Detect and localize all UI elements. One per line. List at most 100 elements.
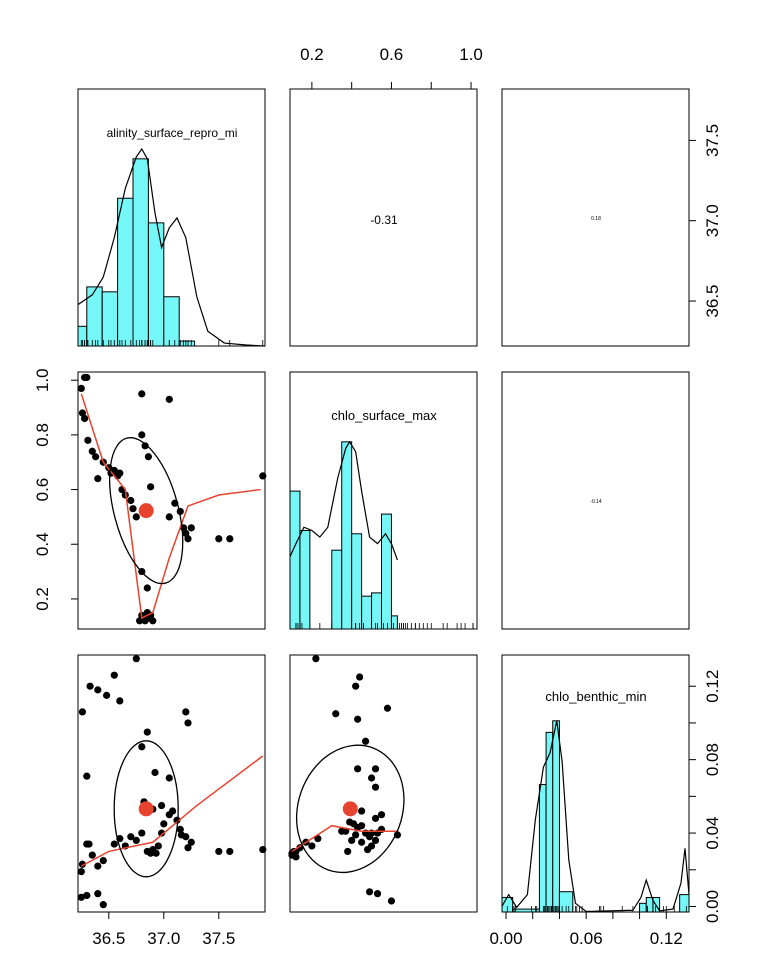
point-ben-sal-39 <box>110 671 118 679</box>
tick-label-top-surf-2: 1.0 <box>459 45 483 64</box>
diag-label-2: chlo_benthic_min <box>545 689 646 704</box>
tick-label-left-surf-4: 1.0 <box>33 368 52 392</box>
hist-bar-1-1 <box>299 530 311 630</box>
tick-label-left-surf-2: 0.6 <box>33 478 52 502</box>
density-curve-0 <box>77 147 266 347</box>
mean-ben-surf <box>342 801 358 817</box>
hist-bar-1-5 <box>361 595 373 630</box>
point-ben-surf-35 <box>354 765 362 773</box>
point-surf-sal-23 <box>147 483 155 491</box>
point-ben-surf-42 <box>332 710 340 718</box>
point-ben-sal-0 <box>77 893 85 901</box>
point-ben-sal-33 <box>215 847 223 856</box>
point-ben-sal-2 <box>94 890 102 898</box>
point-ben-sal-24 <box>160 820 168 828</box>
point-surf-sal-21 <box>141 442 149 450</box>
point-ben-sal-44 <box>143 728 151 736</box>
point-ben-sal-45 <box>182 708 190 716</box>
point-ben-sal-9 <box>88 851 96 859</box>
point-surf-sal-40 <box>215 535 223 543</box>
point-ben-sal-11 <box>99 857 107 865</box>
point-ben-sal-41 <box>78 708 86 716</box>
point-surf-sal-6 <box>88 447 96 455</box>
point-ben-surf-30 <box>352 682 360 690</box>
point-surf-sal-20 <box>138 431 146 439</box>
hist-bar-1-6 <box>371 592 383 630</box>
point-surf-sal-5 <box>84 436 92 444</box>
point-ben-surf-9 <box>348 836 356 845</box>
corr-label-1-2: -0.14 <box>590 499 602 505</box>
ellipse-surf-sal <box>109 437 184 585</box>
hist-bar-1-4 <box>351 533 363 630</box>
point-ben-sal-5 <box>78 860 86 868</box>
panel-1-0 <box>77 371 266 630</box>
point-surf-sal-41 <box>226 535 234 543</box>
point-ben-sal-30 <box>187 838 195 846</box>
point-ben-surf-8 <box>342 827 350 835</box>
point-ben-surf-39 <box>387 897 396 905</box>
point-ben-sal-23 <box>158 829 166 837</box>
point-surf-sal-39 <box>187 524 195 532</box>
point-surf-sal-8 <box>94 475 102 483</box>
density-curve-1 <box>289 440 398 561</box>
point-ben-sal-35 <box>259 845 267 854</box>
tick-label-left-surf-3: 0.8 <box>33 423 52 447</box>
point-ben-sal-21 <box>152 849 160 857</box>
point-ben-sal-1 <box>83 891 91 900</box>
panel-2-1 <box>289 654 478 913</box>
point-ben-surf-28 <box>312 655 320 663</box>
point-surf-sal-12 <box>110 466 118 475</box>
hist-bar-0-6 <box>163 296 180 347</box>
tick-label-bottom-sal-1: 37.0 <box>147 929 180 948</box>
density-curve-2 <box>501 720 690 913</box>
point-ben-surf-18 <box>377 811 386 819</box>
point-surf-sal-2 <box>83 373 91 382</box>
point-surf-sal-24 <box>138 390 146 398</box>
point-ben-sal-27 <box>173 816 181 824</box>
tick-label-bottom-ben-1: 0.06 <box>570 929 603 948</box>
point-ben-sal-26 <box>169 807 177 815</box>
tick-label-right-sal-0: 36.5 <box>703 284 722 317</box>
point-surf-sal-18 <box>129 505 137 513</box>
tick-label-bottom-ben-2: 0.12 <box>650 929 683 948</box>
tick-label-right-ben-2: 0.08 <box>703 743 722 776</box>
loess-ben-surf <box>291 824 398 853</box>
point-ben-surf-37 <box>365 888 374 896</box>
point-surf-sal-0 <box>77 384 85 393</box>
tick-label-right-ben-3: 0.12 <box>703 670 722 703</box>
point-ben-surf-33 <box>383 704 392 712</box>
ellipse-ben-surf <box>295 744 405 874</box>
point-ben-sal-40 <box>116 697 124 705</box>
hist-bar-0-4 <box>132 158 149 347</box>
tick-label-right-sal-2: 37.5 <box>703 124 722 157</box>
point-ben-sal-51 <box>158 801 166 810</box>
point-ben-sal-47 <box>151 768 159 777</box>
point-ben-sal-37 <box>94 686 102 694</box>
point-surf-sal-31 <box>149 617 157 625</box>
hist-bar-2-6 <box>639 902 647 913</box>
point-ben-surf-24 <box>358 838 366 846</box>
point-ben-surf-41 <box>358 807 366 815</box>
point-surf-sal-17 <box>127 496 135 505</box>
point-surf-sal-25 <box>165 395 173 403</box>
hist-bar-0-3 <box>117 197 134 347</box>
point-ben-surf-31 <box>354 715 362 723</box>
point-ben-sal-36 <box>86 682 94 690</box>
tick-label-right-ben-1: 0.04 <box>703 817 722 850</box>
point-ben-surf-14 <box>371 836 380 845</box>
point-ben-sal-10 <box>94 862 102 870</box>
point-ben-surf-36 <box>371 765 380 773</box>
panel-0-2 <box>501 88 690 347</box>
mean-ben-sal <box>138 801 154 817</box>
tick-label-bottom-ben-0: 0.00 <box>489 929 522 948</box>
tick-label-right-sal-1: 37.0 <box>703 204 722 237</box>
tick-label-left-surf-1: 0.4 <box>33 532 52 556</box>
point-surf-sal-42 <box>259 472 267 480</box>
hist-bar-0-5 <box>147 222 165 347</box>
mean-surf-sal <box>138 503 154 519</box>
diag-label-0: alinity_surface_repro_mi <box>107 126 238 140</box>
point-surf-sal-33 <box>165 513 173 521</box>
point-surf-sal-19 <box>132 513 140 521</box>
corr-label-0-2: 0.18 <box>591 216 601 222</box>
